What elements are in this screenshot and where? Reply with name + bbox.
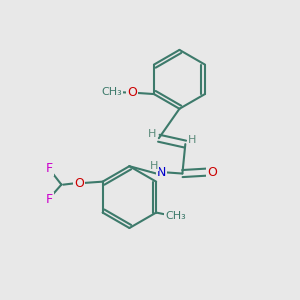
Text: H: H (150, 160, 159, 171)
Text: F: F (46, 162, 53, 175)
Text: N: N (157, 166, 167, 178)
Text: CH₃: CH₃ (102, 87, 122, 97)
Text: H: H (148, 129, 157, 139)
Text: O: O (74, 177, 84, 190)
Text: O: O (127, 86, 137, 99)
Text: F: F (46, 193, 53, 206)
Text: O: O (207, 166, 217, 178)
Text: H: H (188, 135, 196, 145)
Text: CH₃: CH₃ (165, 211, 186, 220)
